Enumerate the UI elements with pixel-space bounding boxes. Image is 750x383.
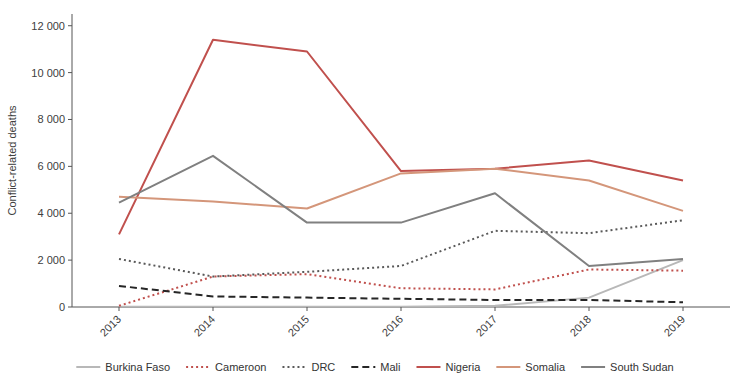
x-tick xyxy=(401,307,402,311)
series-line xyxy=(119,220,683,276)
y-tick xyxy=(68,213,72,214)
x-tick xyxy=(589,307,590,311)
legend-item: DRC xyxy=(282,361,335,373)
legend-item: South Sudan xyxy=(581,361,674,373)
y-tick xyxy=(68,72,72,73)
legend-swatch xyxy=(416,366,440,368)
y-tick xyxy=(68,166,72,167)
y-tick-label: 10 000 xyxy=(31,67,65,79)
y-tick-label: 12 000 xyxy=(31,20,65,32)
x-tick-label: 2017 xyxy=(473,313,499,339)
series-line xyxy=(119,156,683,266)
y-axis xyxy=(72,14,73,307)
x-tick-label: 2013 xyxy=(97,313,123,339)
y-tick xyxy=(68,307,72,308)
y-tick-label: 6 000 xyxy=(37,160,65,172)
legend-label: Cameroon xyxy=(215,361,266,373)
x-tick-label: 2019 xyxy=(661,313,687,339)
legend-label: DRC xyxy=(311,361,335,373)
y-tick-label: 4 000 xyxy=(37,207,65,219)
y-tick-label: 8 000 xyxy=(37,113,65,125)
legend-label: Nigeria xyxy=(445,361,481,373)
y-tick xyxy=(68,25,72,26)
x-tick-label: 2018 xyxy=(567,313,593,339)
series-line xyxy=(119,286,683,302)
x-tick xyxy=(307,307,308,311)
x-tick-label: 2014 xyxy=(191,313,217,339)
x-tick-label: 2015 xyxy=(285,313,311,339)
y-tick-label: 0 xyxy=(59,301,65,313)
legend-label: Burkina Faso xyxy=(105,361,170,373)
legend-item: Nigeria xyxy=(416,361,481,373)
y-axis-label: Conflict-related deaths xyxy=(6,105,18,216)
legend-item: Mali xyxy=(351,361,400,373)
legend-item: Somalia xyxy=(496,361,566,373)
legend-label: Somalia xyxy=(525,361,566,373)
series-line xyxy=(119,260,683,307)
x-tick xyxy=(683,307,684,311)
series-line xyxy=(119,40,683,235)
x-tick-label: 2016 xyxy=(379,313,405,339)
legend-swatch xyxy=(282,366,306,368)
legend-label: Mali xyxy=(380,361,400,373)
y-tick-label: 2 000 xyxy=(37,254,65,266)
legend-swatch xyxy=(186,366,210,368)
y-tick xyxy=(68,260,72,261)
legend-item: Cameroon xyxy=(186,361,266,373)
series-line xyxy=(119,169,683,211)
legend-swatch xyxy=(581,366,605,368)
legend-swatch xyxy=(76,366,100,368)
y-tick xyxy=(68,119,72,120)
x-tick xyxy=(495,307,496,311)
x-tick xyxy=(119,307,120,311)
legend-swatch xyxy=(351,366,375,368)
chart: Burkina Faso Cameroon DRC Mali Nigeria Somali… xyxy=(0,0,750,383)
x-tick xyxy=(213,307,214,311)
legend: Burkina Faso Cameroon DRC Mali Nigeria Somali… xyxy=(76,361,673,373)
legend-swatch xyxy=(496,366,520,368)
lines xyxy=(119,40,683,307)
legend-label: South Sudan xyxy=(610,361,674,373)
legend-item: Burkina Faso xyxy=(76,361,170,373)
